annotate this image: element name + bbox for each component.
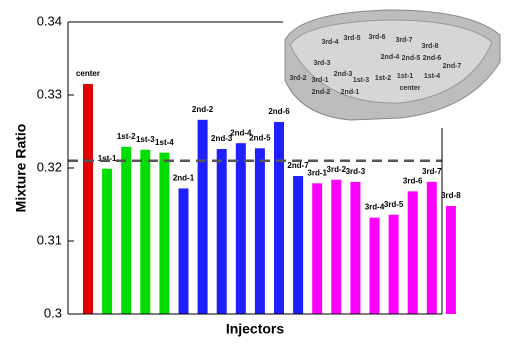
inset-label: 3rd-3: [313, 60, 330, 67]
y-tick-label: 0.3: [44, 305, 62, 320]
bar-label: center: [76, 69, 100, 78]
bar: [446, 206, 456, 314]
bar-label: 1st-3: [136, 135, 155, 144]
inset-label: 2nd-6: [423, 55, 442, 62]
bar: [312, 183, 322, 314]
bar-label: 3rd-3: [346, 167, 366, 176]
y-tick-label: 0.33: [37, 86, 62, 101]
bar-label: 3rd-2: [327, 165, 347, 174]
bar: [350, 182, 360, 314]
inset-label: 3rd-7: [395, 37, 412, 44]
bar-label: 3rd-4: [365, 203, 385, 212]
chart: Injectors Mixture Ratio 0.3 0.31 0.32 0.33 0…: [0, 0, 507, 347]
inset-label: 2nd-2: [312, 89, 331, 96]
inset-label: center: [399, 85, 420, 92]
bar-label: 3rd-8: [441, 191, 461, 200]
bar-label: 2nd-5: [249, 133, 271, 142]
bar: [179, 188, 189, 314]
bar-label: 2nd-2: [192, 105, 214, 114]
bar-label: 2nd-1: [173, 174, 195, 183]
bar-label: 1st-4: [155, 138, 174, 147]
bar: [293, 176, 303, 314]
inset-label: 2nd-4: [381, 54, 400, 61]
inset-label: 2nd-5: [402, 55, 421, 62]
bar-label: 3rd-1: [307, 168, 327, 177]
bar: [236, 143, 246, 314]
bar: [370, 218, 380, 314]
inset-label: 1st-4: [424, 73, 440, 80]
bar: [102, 169, 112, 314]
inset-label: 3rd-5: [343, 35, 360, 42]
y-tick-label: 0.32: [37, 159, 62, 174]
inset-label: 3rd-2: [289, 75, 306, 82]
bar-label: 3rd-7: [422, 167, 442, 176]
bar: [217, 149, 227, 314]
bar: [331, 180, 341, 314]
bar: [389, 215, 399, 314]
y-tick-label: 0.31: [37, 232, 62, 247]
inset-label: 2nd-3: [334, 71, 353, 78]
bar: [159, 153, 169, 314]
inset-label: 3rd-4: [321, 39, 338, 46]
inset-label: 1st-1: [397, 73, 413, 80]
inset-label: 3rd-8: [421, 43, 438, 50]
inset-label: 2nd-7: [443, 63, 462, 70]
bar-label: 3rd-6: [403, 176, 423, 185]
y-axis-title: Mixture Ratio: [13, 124, 29, 213]
bar: [140, 150, 150, 314]
bar: [274, 122, 284, 314]
bar: [121, 147, 131, 314]
inset-label: 3rd-1: [311, 77, 328, 84]
bar-label: 2nd-6: [268, 107, 290, 116]
inset-label: 2nd-1: [341, 89, 360, 96]
inset-label: 3rd-6: [368, 34, 385, 41]
bar: [198, 120, 208, 314]
y-tick-label: 0.34: [37, 13, 62, 28]
bar-label: 3rd-5: [384, 200, 404, 209]
inset-label: 1st-3: [353, 77, 369, 84]
bar: [408, 191, 418, 314]
bar: [427, 182, 437, 314]
bar: [255, 148, 265, 314]
bar: [83, 84, 93, 314]
x-axis-title: Injectors: [226, 321, 285, 337]
inset-label: 1st-2: [375, 75, 391, 82]
bar-label: 2nd-7: [287, 161, 309, 170]
bar-label: 1st-2: [117, 132, 136, 141]
